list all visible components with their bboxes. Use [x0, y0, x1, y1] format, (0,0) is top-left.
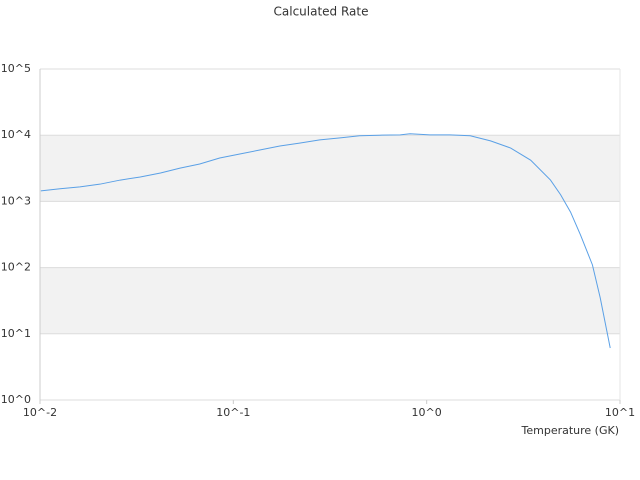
- series-line: [40, 133, 611, 349]
- x-tick-label: 10^-1: [216, 406, 250, 419]
- y-tick-label: 10^3: [1, 194, 31, 207]
- grid-band: [40, 267, 620, 334]
- x-axis-title: Temperature (GK): [521, 424, 620, 437]
- x-tick-label: 10^0: [412, 406, 442, 419]
- x-tick-label: 10^1: [605, 406, 635, 419]
- y-tick-label: 10^4: [1, 128, 31, 141]
- y-tick-label: 10^2: [1, 261, 31, 274]
- y-tick-label: 10^5: [1, 62, 31, 75]
- grid-band: [40, 135, 620, 202]
- y-tick-label: 10^0: [1, 393, 31, 406]
- y-tick-label: 10^1: [1, 327, 31, 340]
- x-tick-label: 10^-2: [23, 406, 57, 419]
- chart-title: Calculated Rate: [274, 5, 369, 19]
